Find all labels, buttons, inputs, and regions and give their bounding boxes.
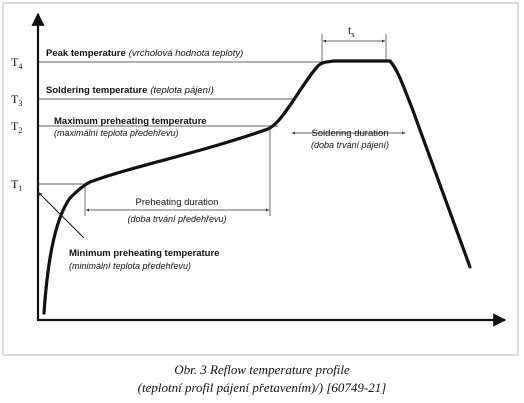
preheating-duration-label-cz: (doba trvání předehřevu) [127, 214, 226, 224]
peak-temperature-label: Peak temperature (vrcholová hodnota teplo… [46, 48, 243, 59]
svg-text:T2: T2 [11, 119, 22, 135]
tick-t3: T3 [11, 92, 22, 108]
tick-t1: T1 [11, 177, 22, 193]
soldering-duration-label-cz: (doba trvání pájení) [311, 140, 389, 150]
min-preheat-label: Minimum preheating temperature [69, 248, 219, 259]
tick-t4: T4 [11, 55, 22, 71]
figure-caption-line2: (teplotní profil pájení přetavením)/) [6… [138, 380, 387, 395]
ts-label: ts [348, 23, 354, 39]
figure-caption-line1: Obr. 3 Reflow temperature profile [174, 362, 350, 377]
tick-t2: T2 [11, 119, 22, 135]
svg-text:ts: ts [348, 23, 354, 39]
svg-text:T4: T4 [11, 55, 22, 71]
max-preheat-label-cz: (maximální teplota předehřevu) [54, 128, 179, 138]
min-preheat-label-cz: (minimální teplota předehřevu) [69, 261, 191, 271]
soldering-temperature-label: Soldering temperature (teplota pájení) [46, 85, 214, 96]
svg-text:T3: T3 [11, 92, 22, 108]
min-preheat-annotation-arrow [37, 191, 85, 239]
preheating-duration-label: Preheating duration [136, 197, 219, 208]
reflow-temperature-curve [42, 59, 472, 315]
svg-text:T1: T1 [11, 177, 22, 193]
soldering-duration-label: Soldering duration [311, 128, 388, 139]
max-preheat-label: Maximum preheating temperature [54, 116, 207, 127]
